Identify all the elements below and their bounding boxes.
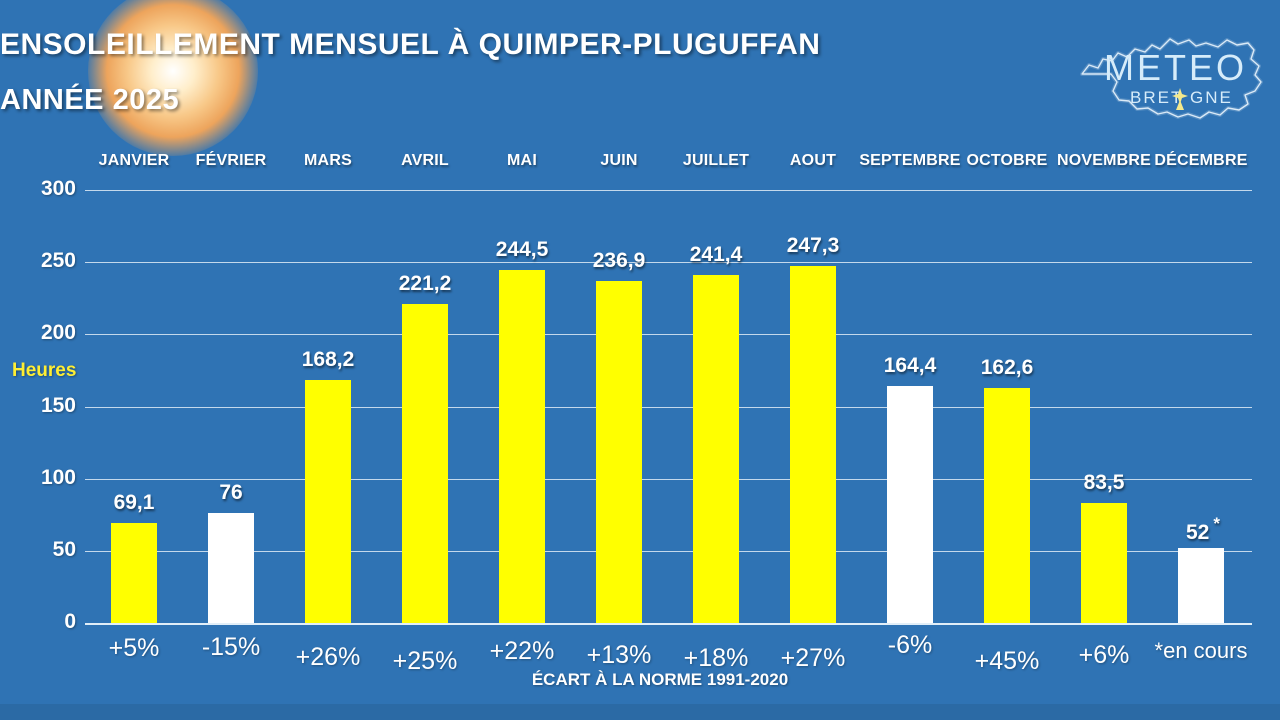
gridline-0 xyxy=(85,623,1252,625)
month-label: JUIN xyxy=(600,152,638,169)
y-axis-unit-label: Heures xyxy=(12,360,77,381)
bar xyxy=(984,388,1030,623)
bar xyxy=(1178,547,1224,623)
bar-value-label: 76 xyxy=(219,481,243,505)
deviation-label: +27% xyxy=(780,644,846,672)
month-label: AVRIL xyxy=(401,152,449,169)
month-label: OCTOBRE xyxy=(966,152,1048,169)
y-tick-label: 250 xyxy=(40,249,76,273)
bar xyxy=(111,523,157,623)
logo-text-bret: BRET xyxy=(1130,88,1183,107)
bar xyxy=(790,266,836,623)
bar xyxy=(499,270,545,623)
bar-value-label: 162,6 xyxy=(980,356,1034,380)
bar-value-label: 236,9 xyxy=(592,249,646,273)
bar-value-label: 83,5 xyxy=(1083,470,1125,494)
y-tick-label: 300 xyxy=(40,177,76,201)
incomplete-asterisk: * xyxy=(1213,513,1220,533)
bottom-strip xyxy=(0,704,1280,720)
deviation-label: -15% xyxy=(201,633,261,661)
bar xyxy=(596,281,642,623)
deviation-label: +25% xyxy=(392,647,458,675)
deviation-label: +13% xyxy=(586,641,652,669)
gridline-50 xyxy=(85,550,1252,552)
month-label: JUILLET xyxy=(682,152,750,169)
bar-value-label: 164,4 xyxy=(883,353,937,377)
bar-value-label: 69,1 xyxy=(113,491,155,515)
bar xyxy=(1081,502,1127,623)
month-label: DÉCEMBRE xyxy=(1154,152,1248,169)
month-label: MARS xyxy=(304,152,352,169)
bar xyxy=(887,385,933,623)
gridline-100 xyxy=(85,478,1252,480)
y-tick-label: 50 xyxy=(52,537,76,561)
bar xyxy=(305,380,351,623)
deviation-label: +18% xyxy=(683,644,749,672)
meteo-bretagne-logo: METEO BRET GNE xyxy=(1080,37,1263,120)
month-label: NOVEMBRE xyxy=(1056,152,1152,169)
gridline-150 xyxy=(85,406,1252,408)
bar xyxy=(208,513,254,623)
page-title: ENSOLEILLEMENT MENSUEL À QUIMPER-PLUGUFF… xyxy=(0,28,821,61)
y-tick-label: 200 xyxy=(40,321,76,345)
bar xyxy=(693,274,739,623)
bar-value-label: 221,2 xyxy=(398,271,452,295)
y-tick-label: 0 xyxy=(64,610,76,633)
gridline-300 xyxy=(85,190,1252,192)
bar-value-label: 241,4 xyxy=(689,242,743,266)
incomplete-note: *en cours xyxy=(1154,638,1248,663)
deviation-label: +26% xyxy=(295,643,361,671)
y-tick-label: 100 xyxy=(40,465,76,489)
month-label: JANVIER xyxy=(98,152,170,169)
bretagne-map-outline xyxy=(1080,37,1263,120)
month-label: AOUT xyxy=(789,152,837,169)
bar xyxy=(402,303,448,623)
y-tick-label: 150 xyxy=(40,393,76,417)
bar-value-label: 244,5 xyxy=(495,238,549,262)
bar-value-label: 52 * xyxy=(1186,513,1220,544)
month-label: MAI xyxy=(507,152,537,169)
deviation-label: +45% xyxy=(974,647,1040,675)
deviation-label: +5% xyxy=(108,634,160,662)
deviation-label: +22% xyxy=(489,637,555,665)
month-label: FÉVRIER xyxy=(195,152,267,169)
logo-text-meteo: METEO xyxy=(1104,47,1247,88)
x-axis-caption: ÉCART À LA NORME 1991-2020 xyxy=(531,670,789,689)
gridline-200 xyxy=(85,334,1252,336)
sun-glow-icon xyxy=(88,0,258,156)
bar-value-label: 247,3 xyxy=(786,234,840,258)
bar-value-label: 168,2 xyxy=(301,348,355,372)
gridline-250 xyxy=(85,262,1252,264)
deviation-label: -6% xyxy=(887,631,933,659)
month-label: SEPTEMBRE xyxy=(859,152,961,169)
logo-text-gne: GNE xyxy=(1190,88,1233,107)
deviation-label: +6% xyxy=(1078,641,1130,669)
page-subtitle-year: ANNÉE 2025 xyxy=(0,84,180,116)
ermine-icon xyxy=(1172,88,1188,110)
